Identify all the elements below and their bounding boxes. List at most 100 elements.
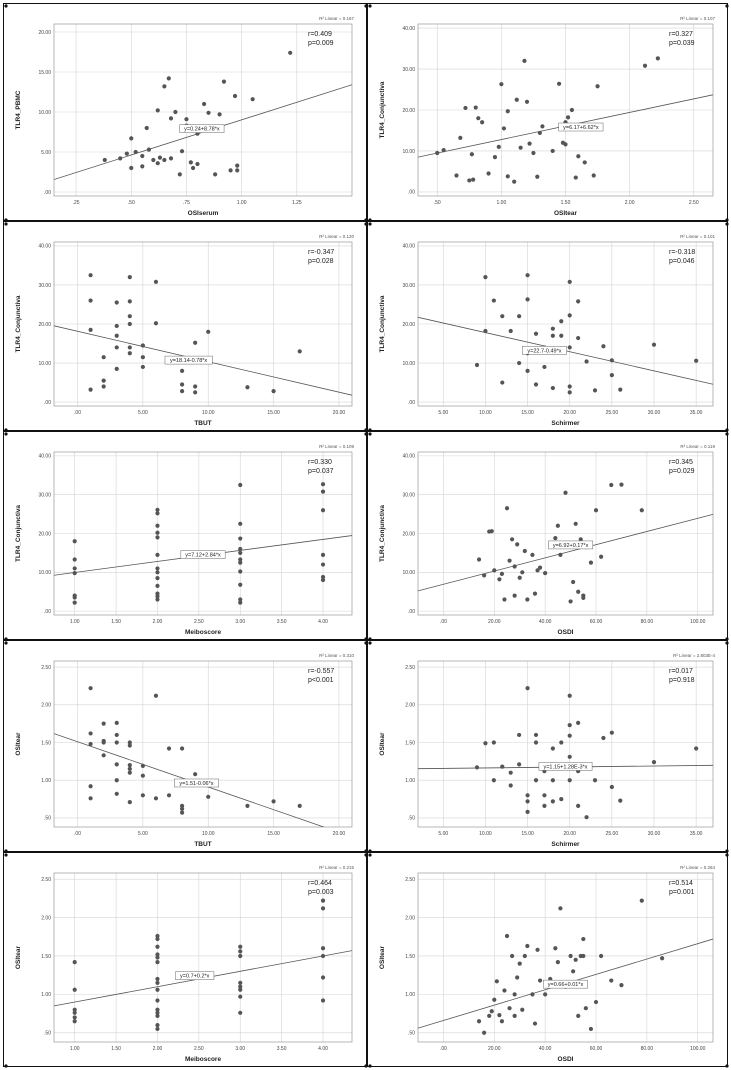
data-point [297, 349, 302, 354]
data-point [114, 791, 119, 796]
correlation-r: r=0.514 [669, 880, 693, 887]
equation-box [543, 979, 588, 989]
y-tick-label: .00 [408, 609, 415, 615]
data-point [127, 275, 132, 280]
data-point [639, 898, 644, 903]
data-point [476, 1019, 482, 1024]
data-point [567, 279, 572, 284]
correlation-r: r=0.017 [669, 668, 693, 675]
y-tick-label: 20.00 [38, 30, 51, 36]
data-point [537, 130, 542, 136]
regression-equation: y=0.66+0.01*x [548, 982, 584, 988]
data-point [288, 50, 293, 55]
x-tick-label: 10.00 [479, 410, 492, 416]
data-point [238, 550, 243, 556]
x-tick-label: 1.50 [561, 200, 571, 206]
y-tick-label: 1.00 [41, 992, 51, 998]
y-tick-label: 30.00 [402, 492, 415, 498]
regression-equation: y=1.15+1.28E-3*x [543, 764, 587, 770]
y-tick-label: 40.00 [402, 454, 415, 460]
data-point [592, 388, 598, 393]
data-point [155, 535, 160, 540]
x-tick-label: 20.00 [488, 1046, 501, 1052]
data-point [153, 279, 159, 284]
data-point [500, 314, 505, 319]
data-point [238, 980, 243, 985]
scatter-panel-3: .00 5.00 10.00 15.00 20.00 .00 10.00 20.00 30.00… [3, 221, 368, 432]
data-point [651, 342, 657, 347]
data-point [550, 385, 555, 391]
data-point [151, 157, 156, 163]
data-point [72, 566, 77, 571]
data-point [155, 566, 160, 571]
data-point [155, 1007, 160, 1012]
y-tick-label: 30.00 [38, 283, 51, 289]
x-tick-label: .00 [440, 619, 447, 625]
panel-corner-marker [4, 853, 8, 857]
data-point [206, 794, 211, 799]
data-point [522, 58, 527, 63]
data-point [72, 1007, 77, 1012]
data-point [245, 385, 250, 390]
data-point [155, 1010, 160, 1015]
data-point [155, 987, 160, 992]
x-axis-label: TBUT [194, 841, 211, 848]
data-point [72, 539, 77, 544]
data-point [568, 599, 573, 604]
x-tick-label: 5.00 [138, 831, 148, 837]
data-point [320, 508, 326, 513]
x-tick-label: .75 [183, 200, 190, 206]
data-point [512, 593, 517, 598]
data-point [471, 177, 476, 182]
data-point [550, 326, 555, 331]
data-point [556, 81, 562, 86]
data-point [127, 321, 132, 327]
y-tick-label: 2.00 [405, 703, 415, 709]
data-point [235, 163, 240, 168]
data-point [569, 107, 575, 113]
y-tick-label: 2.50 [41, 877, 51, 883]
y-axis-label: TLR4_Conjunctiva [379, 81, 386, 138]
x-tick-label: 5.00 [138, 410, 148, 416]
equation-box [558, 122, 604, 132]
data-point [584, 815, 589, 820]
data-point [496, 144, 501, 149]
x-tick-label: 15.00 [267, 831, 280, 837]
data-point [515, 975, 520, 980]
x-tick-label: 1.25 [292, 200, 302, 206]
data-point [88, 741, 93, 747]
equation-box [179, 124, 225, 133]
equation-box [180, 550, 226, 559]
data-point [140, 153, 145, 159]
regression-line [418, 513, 713, 592]
data-point [533, 382, 539, 387]
data-point [155, 933, 160, 939]
data-point [504, 933, 510, 939]
data-point [238, 949, 243, 954]
data-point [155, 507, 160, 512]
data-point [193, 390, 198, 395]
data-point [101, 740, 106, 745]
data-point [508, 783, 513, 788]
x-axis-label: OSItear [554, 210, 578, 217]
data-point [505, 174, 510, 179]
data-point [517, 360, 522, 366]
data-point [563, 490, 568, 495]
equation-box [175, 971, 215, 980]
panel-corner-marker [725, 1064, 729, 1068]
data-point [238, 560, 243, 565]
data-point [114, 740, 119, 745]
data-point [140, 164, 145, 169]
data-point [491, 298, 496, 303]
panel-corner-marker [4, 641, 8, 645]
data-point [320, 552, 326, 557]
data-point [525, 809, 530, 815]
data-point [530, 552, 535, 557]
data-point [88, 387, 93, 392]
data-point [558, 552, 563, 557]
data-point [509, 537, 515, 542]
x-tick-label: 80.00 [641, 619, 654, 625]
data-point [127, 345, 132, 350]
data-point [476, 116, 481, 121]
y-tick-label: 1.00 [405, 992, 415, 998]
